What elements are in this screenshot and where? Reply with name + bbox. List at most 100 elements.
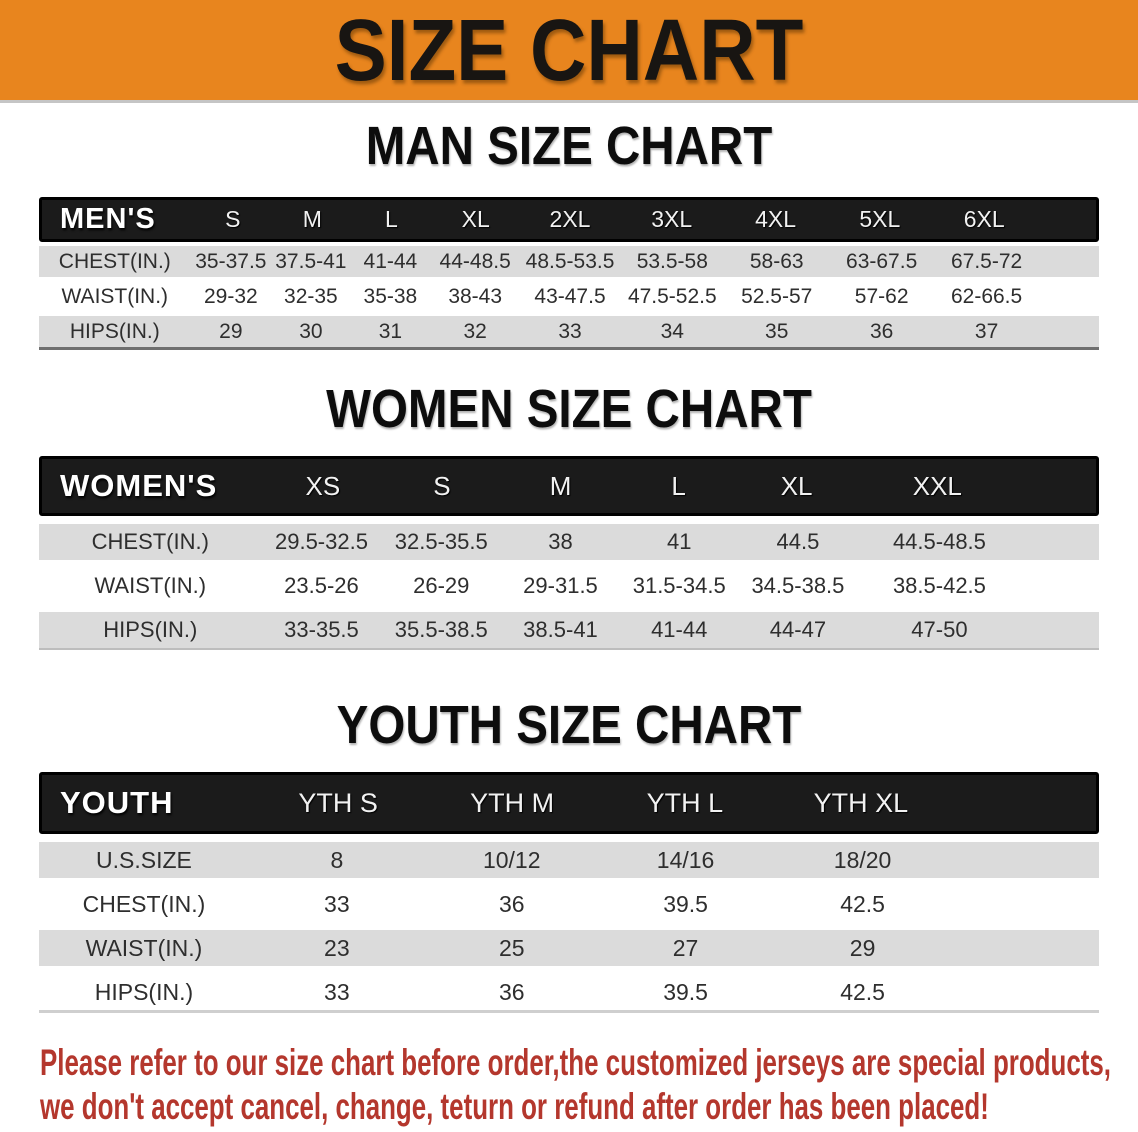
size-col-header: XS	[305, 470, 341, 501]
cell: 38	[548, 529, 573, 554]
cell: 32	[463, 319, 487, 343]
cell: 33	[558, 319, 582, 343]
cell: 43-47.5	[534, 284, 606, 308]
cell: 39.5	[663, 978, 708, 1005]
cell: 33	[324, 890, 350, 917]
size-col-header: L	[384, 206, 398, 232]
cell: 34.5-38.5	[751, 573, 845, 598]
row-label: HIPS(IN.)	[103, 617, 198, 642]
cell: 8	[330, 846, 344, 873]
row-label: U.S.SIZE	[96, 846, 192, 873]
cell: 47-50	[911, 617, 968, 642]
cell: 31	[378, 319, 403, 343]
disclaimer-line-2: we don't accept cancel, change, teturn o…	[40, 1086, 989, 1127]
cell: 42.5	[840, 978, 885, 1005]
mens-section-heading: MAN SIZE CHART	[365, 116, 773, 176]
cell: 32-35	[284, 284, 338, 308]
size-col-header: YTH S	[298, 787, 378, 818]
row-label: CHEST(IN.)	[91, 529, 209, 554]
cell: 41	[666, 529, 692, 554]
cell: 38.5-42.5	[892, 573, 986, 598]
cell: 38.5-41	[523, 617, 598, 642]
cell: 10/12	[482, 846, 541, 873]
womens-waist-row: WAIST(IN.) 23.5-26 26-29 29-31.5 31.5-34…	[39, 568, 1099, 604]
cell: 25	[498, 934, 525, 961]
size-col-header: M	[302, 206, 322, 232]
size-col-header: 5XL	[859, 206, 901, 232]
size-col-header: M	[549, 470, 572, 501]
mens-chest-row: CHEST(IN.) 35-37.5 37.5-41 41-44 44-48.5…	[39, 246, 1099, 277]
cell: 36	[498, 978, 525, 1005]
cell: 33-35.5	[284, 617, 359, 642]
womens-hips-row: HIPS(IN.) 33-35.5 35.5-38.5 38.5-41 41-4…	[39, 612, 1099, 648]
row-label: HIPS(IN.)	[94, 978, 194, 1005]
size-col-header: S	[225, 206, 241, 232]
cell: 33	[324, 978, 350, 1005]
youth-hips-row: HIPS(IN.) 33 36 39.5 42.5	[39, 974, 1099, 1010]
cell: 35.5-38.5	[394, 617, 488, 642]
size-col-header: 3XL	[651, 206, 693, 232]
size-col-header: YTH XL	[813, 787, 909, 818]
cell: 62-66.5	[950, 284, 1023, 308]
cell: 39.5	[663, 890, 708, 917]
cell: 14/16	[656, 846, 715, 873]
row-label: WAIST(IN.)	[85, 934, 203, 961]
cell: 38-43	[448, 284, 503, 308]
cell: 31.5-34.5	[632, 573, 726, 598]
cell: 37	[974, 319, 999, 343]
mens-corner-label: MEN'S	[60, 203, 156, 235]
womens-size-table: WOMEN'S XS S M L XL XXL CHEST(IN.) 29.5-…	[39, 456, 1099, 650]
cell: 44-48.5	[439, 249, 511, 273]
cell: 36	[498, 890, 525, 917]
cell: 36	[869, 319, 894, 343]
mens-hips-row: HIPS(IN.) 29 30 31 32 33 34 35 36 37	[39, 316, 1099, 347]
youth-chest-row: CHEST(IN.) 33 36 39.5 42.5	[39, 886, 1099, 922]
youth-section-heading: YOUTH SIZE CHART	[336, 695, 802, 755]
womens-size-section: WOMEN SIZE CHART WOMEN'S XS S M L XL XXL…	[0, 380, 1138, 650]
row-label: CHEST(IN.)	[58, 249, 171, 273]
cell: 27	[672, 934, 699, 961]
size-col-header: 6XL	[963, 206, 1005, 232]
cell: 34	[660, 319, 684, 343]
cell: 42.5	[840, 890, 885, 917]
disclaimer-text: Please refer to our size chart before or…	[0, 1041, 1138, 1129]
youth-table-header-row: YOUTH YTH S YTH M YTH L YTH XL	[39, 772, 1099, 834]
cell: 26-29	[413, 573, 470, 598]
cell: 35-37.5	[195, 249, 267, 273]
mens-waist-row: WAIST(IN.) 29-32 32-35 35-38 38-43 43-47…	[39, 281, 1099, 312]
cell: 44.5	[776, 529, 820, 554]
cell: 44.5-48.5	[892, 529, 986, 554]
cell: 29.5-32.5	[274, 529, 368, 554]
mens-table-header-row: MEN'S S M L XL 2XL 3XL 4XL 5XL 6XL	[39, 197, 1099, 242]
size-col-header: YTH L	[646, 787, 724, 818]
cell: 63-67.5	[846, 249, 918, 273]
womens-chest-row: CHEST(IN.) 29.5-32.5 32.5-35.5 38 41 44.…	[39, 524, 1099, 560]
size-col-header: 2XL	[549, 206, 591, 232]
cell: 67.5-72	[950, 249, 1023, 273]
womens-table-header-row: WOMEN'S XS S M L XL XXL	[39, 456, 1099, 516]
cell: 29	[219, 319, 243, 343]
youth-ussize-row: U.S.SIZE 8 10/12 14/16 18/20	[39, 842, 1099, 878]
cell: 35-38	[363, 284, 418, 308]
cell: 58-63	[749, 249, 804, 273]
cell: 18/20	[833, 846, 892, 873]
mens-size-table: MEN'S S M L XL 2XL 3XL 4XL 5XL 6XL CHEST…	[39, 197, 1099, 350]
size-col-header: YTH M	[470, 787, 555, 818]
cell: 41-44	[651, 617, 708, 642]
youth-waist-row: WAIST(IN.) 23 25 27 29	[39, 930, 1099, 966]
cell: 37.5-41	[275, 249, 347, 273]
row-label: CHEST(IN.)	[82, 890, 206, 917]
size-col-header: XL	[780, 470, 813, 501]
size-col-header: XL	[461, 206, 490, 232]
mens-size-section: MAN SIZE CHART MEN'S S M L XL 2XL 3XL 4X…	[0, 117, 1138, 350]
cell: 23	[324, 934, 350, 961]
cell: 32.5-35.5	[394, 529, 488, 554]
cell: 30	[299, 319, 323, 343]
row-label: WAIST(IN.)	[94, 573, 207, 598]
row-label: HIPS(IN.)	[69, 319, 160, 343]
cell: 29-32	[203, 284, 258, 308]
cell: 29	[849, 934, 876, 961]
cell: 41-44	[363, 249, 418, 273]
size-col-header: XXL	[912, 470, 962, 501]
youth-size-table: YOUTH YTH S YTH M YTH L YTH XL U.S.SIZE …	[39, 772, 1099, 1013]
